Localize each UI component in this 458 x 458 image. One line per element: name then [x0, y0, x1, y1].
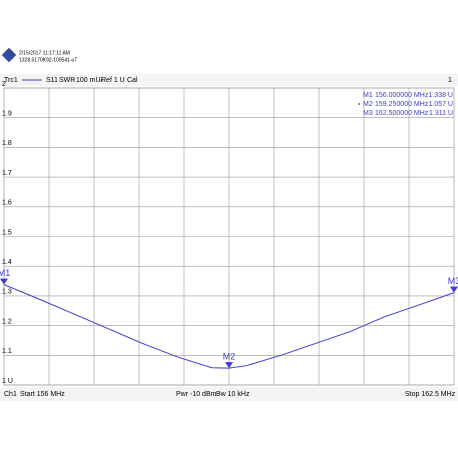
- footer-stop: Stop 162.5 MHz: [405, 391, 456, 398]
- y-tick-label: 1.2: [2, 318, 12, 325]
- y-tick-label: 1.6: [2, 200, 12, 207]
- format: SWR: [59, 77, 75, 84]
- marker-label: M1: [0, 268, 10, 278]
- marker-table-x: 159.250000 MHz: [375, 101, 429, 108]
- channel-number: 1: [448, 77, 452, 84]
- marker-table-name: M3: [363, 110, 373, 117]
- marker-table-name: M2: [363, 101, 373, 108]
- footer-start: Start 156 MHz: [20, 391, 65, 398]
- y-tick-label: 1 U: [2, 378, 13, 385]
- y-tick-label: 1.8: [2, 140, 12, 147]
- y-tick-label: 2: [2, 81, 6, 88]
- marker-table-name: M1: [363, 92, 373, 99]
- marker: [0, 278, 8, 285]
- marker: [225, 362, 233, 369]
- marker-table-value: 1.057 U: [428, 101, 453, 108]
- logo: [1, 47, 17, 63]
- marker: [450, 286, 458, 293]
- marker-table-value: 1.311 U: [429, 110, 453, 117]
- trace-bar: [0, 74, 458, 86]
- footer-power: Pwr -10 dBm: [176, 391, 217, 398]
- legend-label: Trc1: [4, 77, 18, 84]
- footer-bar: [0, 387, 458, 401]
- marker-table-x: 162.500000 MHz: [375, 110, 429, 117]
- scale: 100 mU/: [76, 77, 103, 84]
- reference: Ref 1 U: [101, 77, 125, 84]
- y-tick-label: 1.9: [2, 111, 12, 118]
- marker-table-value: 1.338 U: [428, 92, 453, 99]
- footer-bandwidth: Bw 10 kHz: [216, 391, 250, 398]
- marker-label: M2: [223, 351, 236, 361]
- calibration: Cal: [127, 77, 138, 84]
- measurement: S11: [46, 77, 58, 84]
- active-marker-dot: [358, 103, 360, 105]
- marker-label: M3: [448, 276, 458, 286]
- marker-table-x: 156.000000 MHz: [375, 92, 429, 99]
- y-tick-label: 1.3: [2, 289, 12, 296]
- y-tick-label: 1.1: [2, 348, 12, 355]
- footer-channel: Ch1: [4, 391, 17, 398]
- y-tick-label: 1.7: [2, 170, 12, 177]
- y-tick-label: 1.5: [2, 229, 12, 236]
- timestamp: 2/15/2017 11:17:11 AM: [19, 50, 70, 56]
- device-id: 1328.5170K92-100541-uT: [19, 57, 77, 63]
- y-tick-label: 1.4: [2, 259, 12, 266]
